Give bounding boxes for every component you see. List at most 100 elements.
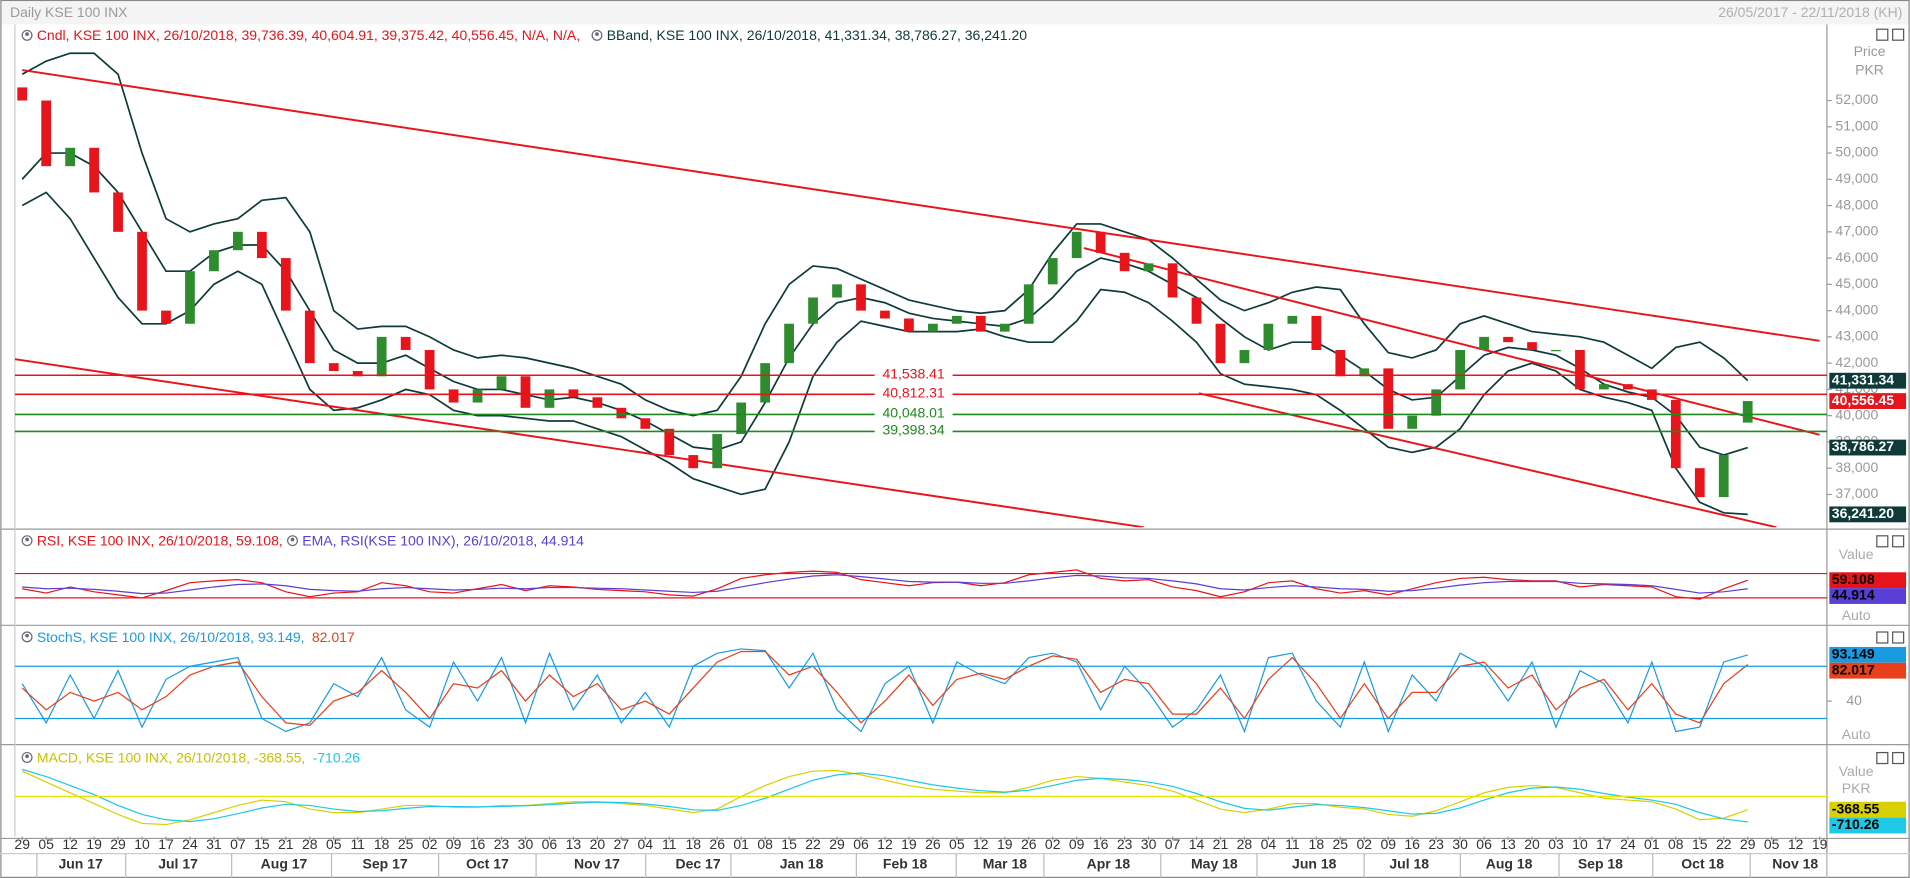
series-line xyxy=(22,768,1748,823)
x-tick-label: 02 xyxy=(1045,836,1061,852)
value-box-label: 93.149 xyxy=(1832,646,1875,662)
trend-line xyxy=(14,358,1144,528)
pane-button xyxy=(1892,631,1905,644)
candle xyxy=(17,87,28,101)
axis-title: PKR xyxy=(1855,61,1884,77)
x-tick-label: 13 xyxy=(1500,836,1516,852)
x-tick-label: 22 xyxy=(1716,836,1732,852)
level-label: 40,048.01 xyxy=(882,405,944,421)
value-box-label: 59.108 xyxy=(1832,571,1875,587)
value-box xyxy=(1829,646,1907,663)
x-tick-label: 02 xyxy=(422,836,438,852)
x-tick-label: 19 xyxy=(86,836,102,852)
pane-button xyxy=(1892,751,1905,765)
legend-entry: -710.26 xyxy=(313,749,361,765)
month-label: Feb 18 xyxy=(883,855,928,871)
x-tick-label: 12 xyxy=(877,836,893,852)
value-box xyxy=(1829,393,1907,409)
x-tick-label: 08 xyxy=(757,836,773,852)
candle xyxy=(736,402,747,435)
month-label: Jul 18 xyxy=(1389,855,1429,871)
x-tick-label: 09 xyxy=(446,836,462,852)
month-label: Nov 18 xyxy=(1772,855,1818,871)
plot-area xyxy=(14,52,1820,528)
level-label: 39,398.34 xyxy=(882,422,944,438)
month-label: Jan 18 xyxy=(780,855,824,871)
value-box xyxy=(1829,572,1907,589)
candle xyxy=(89,147,99,193)
x-tick-label: 16 xyxy=(1404,836,1420,852)
candle xyxy=(1718,455,1729,498)
candle xyxy=(1335,350,1346,377)
candle xyxy=(209,250,219,272)
candle xyxy=(424,350,435,390)
x-tick-label: 30 xyxy=(1452,836,1468,852)
band-line xyxy=(21,52,1749,417)
candle xyxy=(113,192,123,232)
month-label: Dec 17 xyxy=(675,855,720,871)
candle xyxy=(496,376,507,390)
candle xyxy=(1215,323,1226,364)
x-tick-label: 20 xyxy=(1524,836,1540,852)
value-box-label: -368.55 xyxy=(1832,800,1880,816)
candle xyxy=(185,271,195,324)
value-box xyxy=(1829,817,1907,834)
candle xyxy=(1455,350,1465,390)
x-tick-label: 26 xyxy=(709,836,725,852)
month-label: Nov 17 xyxy=(574,855,620,871)
candle xyxy=(880,310,890,319)
level-label: 41,538.41 xyxy=(882,365,944,381)
window-title: Daily KSE 100 INX xyxy=(10,4,128,20)
month-label: Jun 18 xyxy=(1292,855,1337,871)
month-label: Aug 18 xyxy=(1486,855,1533,871)
x-tick-label: 14 xyxy=(1189,836,1205,852)
legend-icon xyxy=(25,633,29,638)
legend-entry: 82.017 xyxy=(312,629,355,645)
y-tick-label: 50,000 xyxy=(1835,144,1878,160)
x-tick-label: 04 xyxy=(638,836,654,852)
band-line xyxy=(21,191,1748,516)
candle xyxy=(784,323,794,364)
candle xyxy=(975,315,986,332)
plot-area xyxy=(21,768,1748,826)
x-tick-label: 15 xyxy=(1692,836,1708,852)
month-label: Jun 17 xyxy=(58,855,103,871)
candle xyxy=(616,407,627,419)
value-box-label: 41,331.34 xyxy=(1832,371,1894,387)
series-line xyxy=(21,648,1748,734)
trend-line xyxy=(1083,247,1820,436)
x-tick-label: 11 xyxy=(350,836,365,852)
trend-line xyxy=(22,69,1820,342)
month-label: Sep 18 xyxy=(1578,855,1623,871)
candle xyxy=(1191,297,1202,324)
candle xyxy=(664,428,675,456)
candle xyxy=(712,434,723,469)
x-tick-label: 13 xyxy=(566,836,582,852)
candle xyxy=(448,389,459,403)
x-tick-label: 09 xyxy=(1069,836,1085,852)
y-tick-label: 49,000 xyxy=(1835,170,1878,186)
candle xyxy=(256,231,267,259)
axis-label: PKR xyxy=(1842,780,1871,796)
x-tick-label: 29 xyxy=(829,836,845,852)
value-box-label: 36,241.20 xyxy=(1832,505,1894,521)
legend-entry: BBand, KSE 100 INX, 26/10/2018, 41,331.3… xyxy=(607,27,1028,43)
x-tick-label: 26 xyxy=(1021,836,1037,852)
x-tick-label: 28 xyxy=(302,836,318,852)
x-tick-label: 23 xyxy=(1428,836,1444,852)
candle xyxy=(808,297,818,324)
series-line xyxy=(22,569,1748,600)
x-tick-label: 05 xyxy=(1764,836,1780,852)
y-tick-label: 51,000 xyxy=(1835,117,1878,133)
value-box xyxy=(1829,439,1907,456)
y-tick-label: 45,000 xyxy=(1835,275,1878,291)
y-tick-label: 40 xyxy=(1846,692,1862,708)
trend-line xyxy=(1198,392,1777,528)
x-tick-label: 03 xyxy=(1548,836,1564,852)
x-tick-label: 15 xyxy=(781,836,797,852)
value-box xyxy=(1829,662,1907,679)
x-tick-label: 19 xyxy=(1812,836,1828,852)
value-box-label: 82.017 xyxy=(1832,661,1875,677)
candle xyxy=(1167,263,1178,298)
